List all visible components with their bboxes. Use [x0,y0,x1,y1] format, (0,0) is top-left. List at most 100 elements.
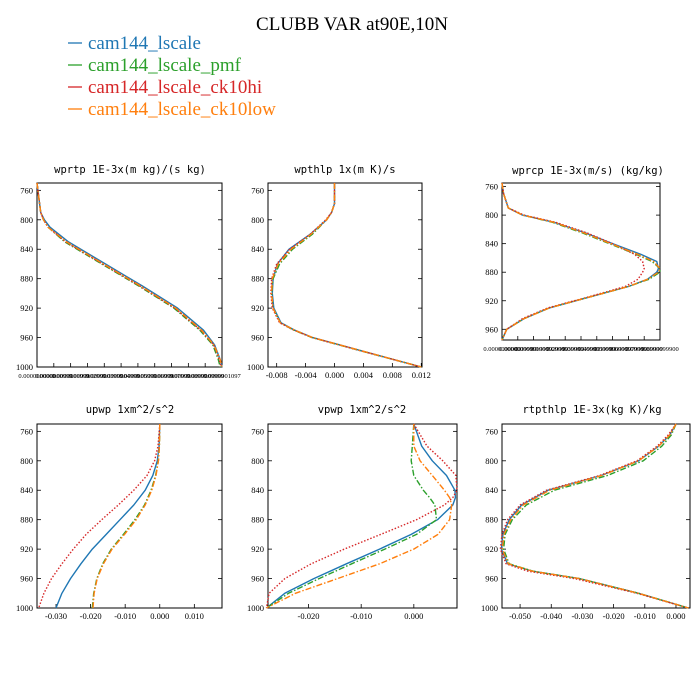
y-tick-label: 840 [20,485,33,495]
x-tick-label: 0.0000006999 [136,373,173,380]
series-line-2 [502,423,689,609]
y-tick-label: 840 [251,485,264,495]
y-tick-label: 800 [20,215,33,225]
y-tick-label: 760 [251,426,264,436]
y-tick-label: 800 [485,210,498,220]
y-tick-label: 960 [251,574,264,584]
x-tick-label: 0.0000009999 [186,373,223,380]
y-tick-label: 1000 [16,362,33,372]
y-tick-label: 1000 [247,603,264,613]
y-tick-label: 760 [20,426,33,436]
x-tick-label: -0.010 [114,611,136,621]
x-tick-label: 0.0000079999 [610,346,647,353]
y-tick-label: 800 [20,456,33,466]
x-tick-label: -0.020 [80,611,102,621]
figure-title: CLUBB VAR at90E,10N [256,14,448,35]
x-tick-label: 0.000 [404,611,423,621]
x-tick-label: 0.008 [383,370,402,380]
x-tick-label: 0.0000004999 [102,373,139,380]
legend-label: cam144_lscale_ck10low [88,99,276,120]
y-tick-label: 840 [20,244,33,254]
x-tick-label: 0.004 [354,370,374,380]
series-line-1 [500,423,689,609]
plot-frame [267,423,458,609]
x-tick-label: 0.0000059999 [578,346,615,353]
y-tick-label: 920 [485,544,498,554]
y-tick-label: 960 [485,324,498,334]
panel-title: rtpthlp 1E-3x(kg K)/kg [522,404,661,416]
y-tick-label: 920 [251,303,264,313]
y-tick-label: 800 [251,215,264,225]
y-tick-label: 880 [251,515,264,525]
x-tick-label: 0.0000049999 [562,346,599,353]
y-tick-label: 840 [485,239,498,249]
x-tick-label: 0.0000001097 [203,373,241,380]
x-tick-label: -0.010 [634,611,656,621]
y-tick-label: 960 [20,333,33,343]
y-tick-label: 920 [20,303,33,313]
y-tick-label: 880 [485,267,498,277]
panel-title: wprcp 1E-3x(m/s) (kg/kg) [512,165,664,177]
y-tick-label: 1000 [247,362,264,372]
x-tick-label: 0.012 [412,370,431,380]
x-tick-label: 0.0000099900 [641,346,678,353]
panel-title: vpwp 1xm^2/s^2 [318,404,407,416]
panels: wprtp 1E-3x(m kg)/(s kg) 760 800 840 880 920 9… [16,164,691,621]
panel-3: wprcp 1E-3x(m/s) (kg/kg) 760 800 840 880 920 9… [483,165,678,353]
y-tick-label: 760 [485,426,498,436]
x-tick-label: -0.010 [350,611,372,621]
panel-title: wpthlp 1x(m K)/s [294,164,395,176]
y-tick-label: 880 [20,515,33,525]
panel-6: rtpthlp 1E-3x(kg K)/kg 760 800 840 880 920 960… [481,404,691,621]
y-tick-label: 800 [485,456,498,466]
y-tick-label: 960 [485,574,498,584]
x-tick-label: 0.0000009999 [499,346,536,353]
y-tick-label: 760 [485,182,498,192]
plot-frame [501,423,691,609]
legend-label: cam144_lscale_ck10hi [88,77,262,98]
x-tick-label: 0.0000029999 [531,346,568,353]
y-tick-label: 800 [251,456,264,466]
y-tick-label: 960 [20,574,33,584]
series-line-4 [501,182,661,341]
series-line-1 [271,183,422,368]
series-line-1 [501,182,660,341]
x-tick-label: -0.030 [571,611,593,621]
y-tick-label: 880 [251,274,264,284]
x-tick-label: -0.004 [295,370,318,380]
series-line-2 [501,182,661,341]
plot-frame [36,423,223,609]
x-tick-label: 0.0000003999 [86,373,123,380]
panel-2: wpthlp 1x(m K)/s7608008408809209601000-0… [247,164,431,380]
y-tick-label: 1000 [16,603,33,613]
x-tick-label: 0.010 [185,611,204,621]
panel-title: wprtp 1E-3x(m kg)/(s kg) [54,164,206,176]
y-tick-label: 760 [251,185,264,195]
x-tick-label: 0.000 [325,370,344,380]
x-tick-label: 0.0000069999 [594,346,631,353]
series-line-4 [92,423,161,609]
series-line-3 [499,423,689,609]
series-line-1 [55,423,161,609]
series-line-4 [36,182,223,368]
y-tick-label: 1000 [481,603,498,613]
x-tick-label: 0.0000000000 [18,373,55,380]
y-tick-label: 840 [485,485,498,495]
series-line-1 [265,423,457,609]
x-tick-label: 0.0000008999 [170,373,207,380]
legend-label: cam144_lscale [88,33,201,54]
y-tick-label: 920 [20,544,33,554]
x-tick-label: -0.050 [509,611,531,621]
series-line-3 [36,182,222,368]
panel-5: vpwp 1xm^2/s^2 760 800 840 880 920 960 1000 -0.0… [247,404,458,621]
series-line-3 [38,423,161,609]
x-tick-label: -0.008 [266,370,288,380]
x-tick-label: 0.0000000000 [483,346,520,353]
x-tick-label: 0.0000007999 [153,373,190,380]
x-tick-label: -0.040 [540,611,562,621]
legend-label: cam144_lscale_pmf [88,55,242,76]
series-line-2 [270,183,422,368]
x-tick-label: 0.0000002999 [69,373,106,380]
y-tick-label: 960 [251,333,264,343]
x-tick-label: 0.0000000999 [35,373,72,380]
